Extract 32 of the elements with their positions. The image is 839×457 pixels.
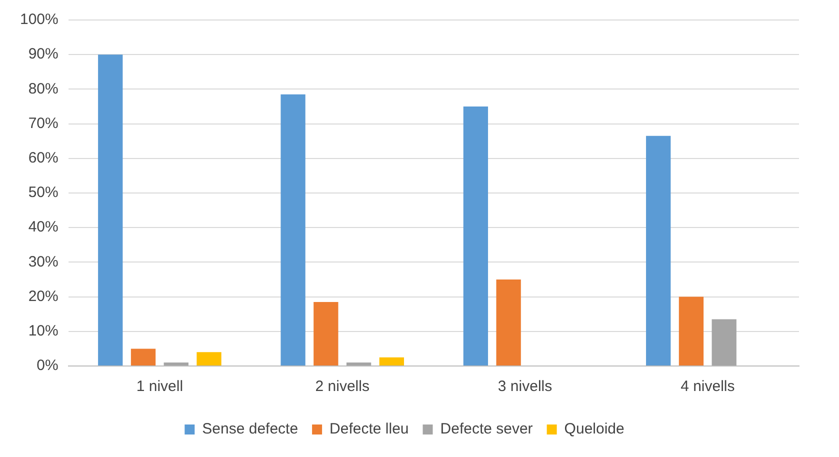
legend-label: Defecte sever bbox=[440, 420, 533, 438]
y-tick-label: 30% bbox=[28, 253, 58, 270]
legend-label: Defecte lleu bbox=[330, 420, 409, 438]
bar bbox=[314, 302, 338, 366]
y-tick-label: 100% bbox=[20, 11, 58, 28]
y-tick-label: 20% bbox=[28, 288, 58, 305]
bar bbox=[496, 280, 521, 366]
bar bbox=[646, 136, 671, 366]
bar bbox=[130, 348, 156, 366]
y-tick-label: 70% bbox=[28, 114, 58, 132]
x-tick-label: 2 nivells bbox=[315, 378, 370, 396]
y-tick-label: 40% bbox=[28, 218, 58, 236]
bar bbox=[463, 106, 488, 366]
bar bbox=[379, 357, 404, 366]
x-tick-label: 1 nivell bbox=[136, 378, 184, 396]
bar bbox=[164, 362, 188, 366]
bar bbox=[280, 94, 306, 366]
bar bbox=[712, 319, 736, 366]
bar bbox=[98, 54, 123, 366]
bar bbox=[346, 362, 372, 366]
y-tick-label: 0% bbox=[36, 357, 58, 374]
y-tick-label: 10% bbox=[28, 322, 58, 340]
x-tick-label: 3 nivells bbox=[498, 378, 552, 396]
bar bbox=[678, 296, 704, 366]
legend-label: Queloide bbox=[564, 420, 624, 438]
x-tick-label: 4 nivells bbox=[680, 378, 735, 396]
y-tick-label: 80% bbox=[28, 80, 58, 98]
y-tick-label: 50% bbox=[28, 184, 58, 202]
legend-label: Sense defecte bbox=[202, 420, 298, 438]
y-tick-label: 60% bbox=[28, 150, 58, 167]
bar bbox=[196, 352, 222, 366]
y-tick-label: 90% bbox=[28, 46, 58, 63]
